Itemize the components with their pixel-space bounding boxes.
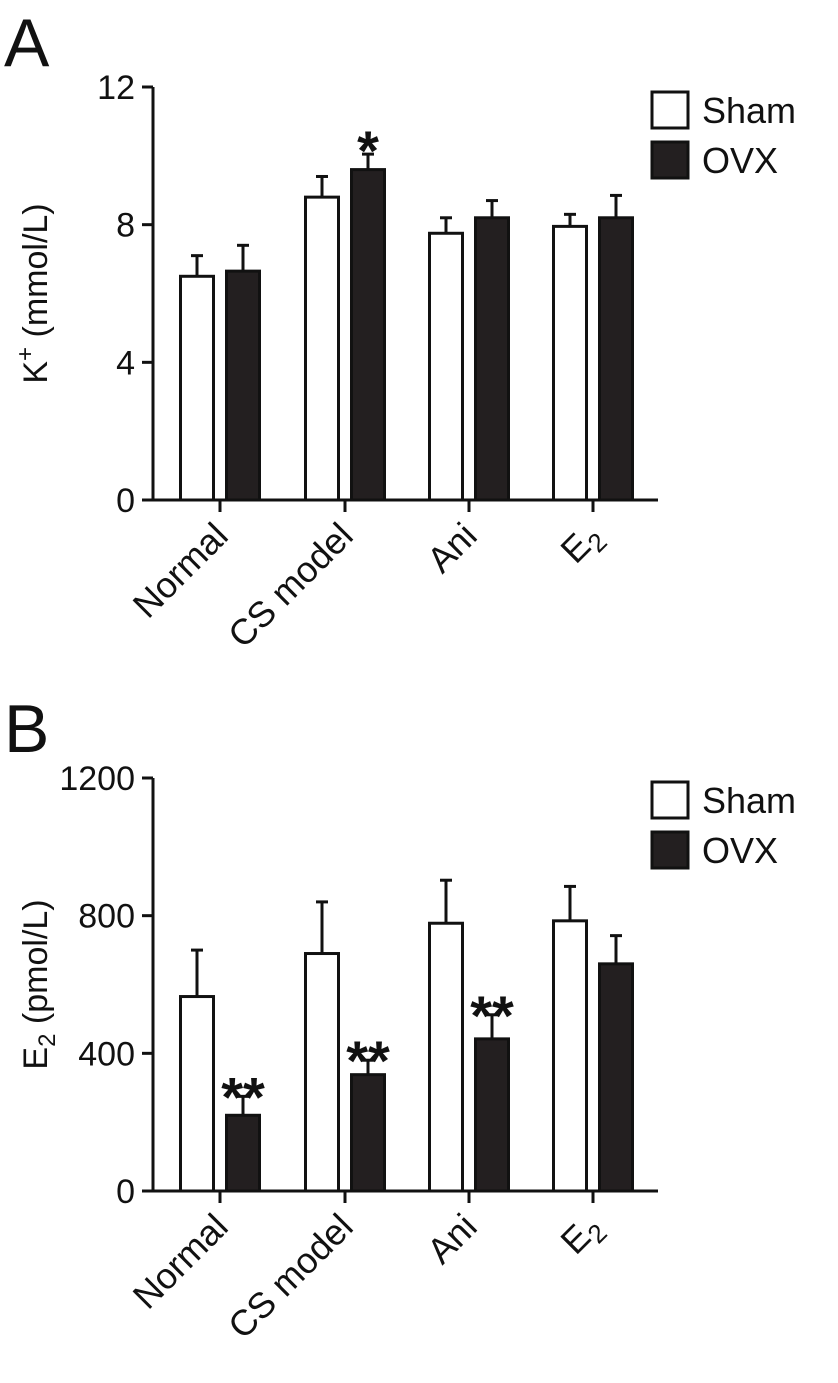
significance-marker: ** [470, 984, 514, 1047]
y-tick-label: 1200 [59, 760, 135, 798]
bar-sham [304, 952, 340, 1193]
legend-swatch-sham [650, 90, 690, 130]
legend-label-sham: Sham [702, 780, 796, 821]
bar-sham [428, 231, 464, 502]
y-tick-label: 4 [116, 344, 135, 382]
bar-ovx [474, 1037, 510, 1193]
legend-swatch-ovx [650, 830, 690, 870]
legend-label-ovx: OVX [702, 140, 778, 181]
legend-swatch-sham [650, 780, 690, 820]
y-axis-label-main: K [17, 361, 55, 384]
y-tick-label: 0 [116, 482, 135, 520]
y-tick-label: 400 [78, 1035, 135, 1073]
y-tick-label: 8 [116, 207, 135, 245]
significance-marker: ** [346, 1029, 390, 1092]
y-axis-label-subscript: 2 [34, 1034, 61, 1047]
significance-marker: ** [221, 1065, 265, 1128]
bar-ovx [225, 1113, 261, 1193]
bar-sham [428, 921, 464, 1193]
x-category-label: CS model [220, 515, 361, 656]
panel-letter-b: B [4, 691, 49, 767]
y-axis-label-main: E [17, 1047, 55, 1070]
x-category-label: Normal [125, 1206, 236, 1317]
bar-ovx [350, 168, 386, 502]
bar-ovx [598, 962, 634, 1193]
y-tick-label: 0 [116, 1173, 135, 1211]
y-axis-label: E2 (pmol/L) [17, 899, 61, 1069]
x-category-label: Normal [125, 515, 236, 626]
y-tick-label: 800 [78, 898, 135, 936]
bar-ovx [474, 216, 510, 502]
y-axis-label-unit: (mmol/L) [17, 203, 55, 347]
bar-sham [179, 995, 215, 1193]
bar-sham [179, 274, 215, 502]
bar-sham [304, 195, 340, 502]
x-category-label: E2 [552, 1206, 612, 1266]
y-axis-label-unit: (pmol/L) [17, 899, 55, 1033]
bar-ovx [350, 1073, 386, 1193]
bar-sham [552, 919, 588, 1193]
y-tick-label: 12 [97, 69, 135, 107]
x-category-label: Ani [419, 1206, 485, 1272]
legend-label-sham: Sham [702, 90, 796, 131]
y-axis-label-superscript: + [12, 347, 39, 361]
significance-marker: * [357, 119, 379, 182]
bar-ovx [225, 269, 261, 502]
bar-ovx [598, 216, 634, 502]
panel-letter-a: A [4, 5, 50, 81]
x-category-label: CS model [220, 1206, 361, 1347]
x-category-label: Ani [419, 515, 485, 581]
legend-label-ovx: OVX [702, 830, 778, 871]
x-category-label: E2 [552, 515, 612, 575]
bar-sham [552, 224, 588, 502]
legend-swatch-ovx [650, 140, 690, 180]
y-axis-label: K+ (mmol/L) [12, 203, 55, 383]
